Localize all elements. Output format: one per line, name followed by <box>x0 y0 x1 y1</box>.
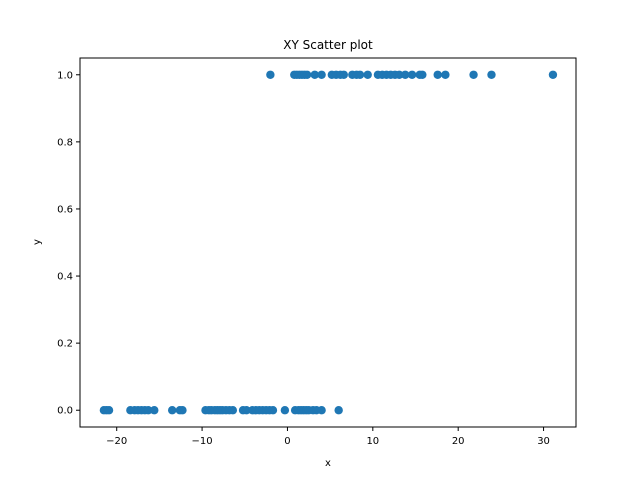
x-axis: −20 −10 0 10 20 30 <box>106 427 550 447</box>
x-axis-label: x <box>325 458 331 469</box>
data-point <box>418 70 427 79</box>
data-point <box>363 70 372 79</box>
y-axis: 0.0 0.2 0.4 0.6 0.8 1.0 <box>57 70 80 417</box>
data-point <box>433 70 442 79</box>
x-tick-label: −20 <box>106 436 127 447</box>
y-tick-label: 0.6 <box>57 204 73 215</box>
y-tick-label: 0.4 <box>57 272 73 283</box>
data-point <box>355 70 365 79</box>
data-point <box>401 70 410 79</box>
chart-title: XY Scatter plot <box>283 38 373 52</box>
x-tick-label: −10 <box>192 436 213 447</box>
data-point <box>268 406 278 415</box>
data-point <box>469 70 478 79</box>
data-point <box>228 406 238 415</box>
x-tick-label: 30 <box>537 436 550 447</box>
data-point <box>104 406 114 415</box>
y-axis-label: y <box>32 239 43 245</box>
plot-frame <box>79 57 577 428</box>
data-point <box>407 70 417 79</box>
data-point <box>339 70 348 79</box>
x-tick-label: 20 <box>452 436 465 447</box>
data-point <box>441 70 450 79</box>
data-point <box>242 406 251 415</box>
y-tick-label: 0.8 <box>57 137 73 148</box>
x-tick-label: 10 <box>366 436 379 447</box>
data-point <box>310 70 319 79</box>
plot-marks <box>99 70 558 415</box>
y-tick-label: 0.0 <box>57 406 73 417</box>
data-point <box>266 70 275 79</box>
data-point <box>144 406 153 415</box>
y-tick-label: 0.2 <box>57 339 73 350</box>
data-point <box>487 70 496 79</box>
y-tick-label: 1.0 <box>57 70 73 81</box>
data-point <box>302 70 312 79</box>
data-point <box>317 406 326 415</box>
data-point <box>167 406 177 415</box>
data-point <box>317 70 326 79</box>
data-point <box>334 406 343 415</box>
data-point <box>548 70 558 79</box>
data-point <box>178 406 187 415</box>
data-point <box>395 70 404 79</box>
data-point <box>150 406 159 415</box>
x-tick-label: 0 <box>284 436 290 447</box>
data-point <box>280 406 290 415</box>
